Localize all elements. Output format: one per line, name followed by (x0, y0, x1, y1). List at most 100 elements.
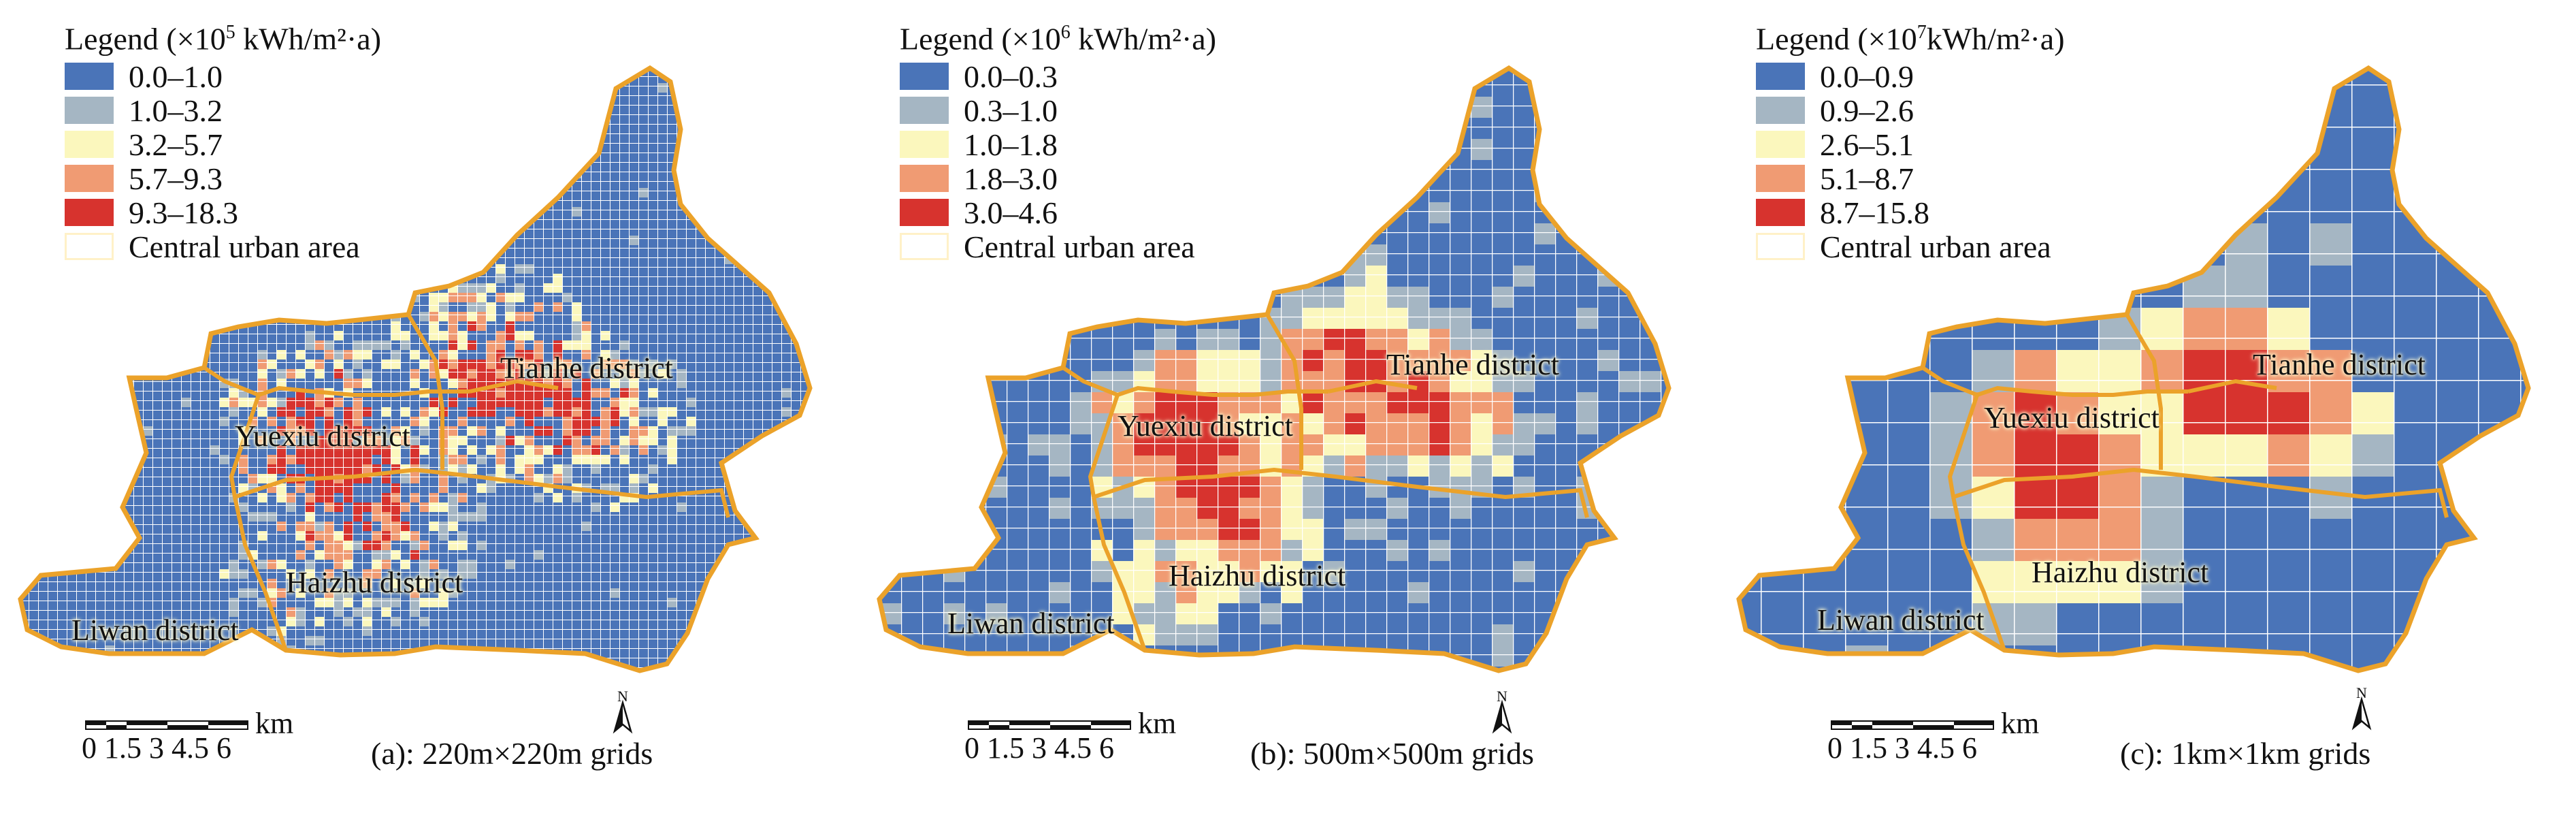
grid-cell (1640, 139, 1661, 160)
legend-swatch (65, 63, 114, 91)
district-boundary-line (1328, 379, 1418, 394)
map-b-svg (877, 65, 1713, 673)
north-arrow-icon (2351, 696, 2372, 731)
grid-cell (1175, 266, 1196, 287)
district-boundary-line (1088, 394, 1120, 498)
grid-cell (879, 540, 880, 561)
map-panel-b: Legend (×106 kWh/m²·a) 0.0–0.3 0.3–1.0 1… (859, 0, 1713, 815)
north-label: N (1497, 688, 1507, 705)
grid-cell (143, 350, 152, 359)
legend-b-title: Legend (×106 kWh/m²·a) (900, 21, 1217, 57)
grid-cell (114, 407, 124, 417)
scale-bar-a: km 0 1.5 3 4.5 6 (82, 707, 293, 765)
grid-cell (734, 178, 743, 188)
north-label: N (2356, 684, 2367, 701)
grid-cell (1597, 624, 1618, 645)
grid-cell (1661, 308, 1669, 329)
grid-cell (1555, 624, 1576, 645)
map-a-central-urban-boundary (18, 65, 813, 673)
grid-cell (743, 159, 753, 169)
scale-ticks: 0 1.5 3 4.5 6 (82, 731, 231, 765)
grid-cell (172, 655, 181, 665)
legend-swatch (65, 165, 114, 193)
map-panel-a: Legend (×105 kWh/m²·a) 0.0–1.0 1.0–3.2 3… (0, 0, 854, 815)
grid-cell (1597, 160, 1618, 181)
grid-cell (1703, 645, 1713, 667)
grid-cell (880, 68, 901, 76)
legend-b-item: 0.3–1.0 (900, 93, 1216, 128)
grid-cell (901, 371, 922, 392)
grid-cell (1845, 308, 1887, 350)
grid-cell (1365, 139, 1386, 160)
grid-cell (1386, 160, 1407, 181)
legend-swatch (900, 199, 949, 227)
legend-c-item: 5.1–8.7 (1756, 161, 2065, 196)
legend-swatch (1756, 97, 1805, 125)
legend-a: Legend (×105 kWh/m²·a) 0.0–1.0 1.0–3.2 3… (65, 12, 381, 264)
grid-cell (1070, 667, 1091, 671)
grid-cell (1597, 97, 1618, 118)
legend-c-title: Legend (×107kWh/m²·a) (1756, 21, 2065, 57)
grid-cell (829, 64, 838, 74)
grid-cell (696, 178, 705, 188)
legend-c-item: 0.9–2.6 (1756, 93, 2065, 128)
legend-swatch (1756, 131, 1805, 159)
grid-cell (1597, 244, 1618, 266)
grid-cell (964, 371, 985, 392)
district-boundary-line (2125, 313, 2163, 470)
grid-cell (1323, 139, 1344, 160)
grid-cell (1661, 582, 1669, 603)
scale-ticks: 0 1.5 3 4.5 6 (1827, 731, 1977, 765)
grid-cell (1555, 202, 1576, 223)
grid-cell (922, 413, 943, 434)
label-liwan: Liwan district (947, 607, 1115, 640)
legend-swatch (900, 97, 949, 125)
scale-unit: km (255, 707, 294, 740)
grid-cell (0, 245, 10, 255)
map-c-central-urban-boundary (1736, 65, 2531, 673)
grid-cell (476, 674, 486, 684)
grid-cell (1112, 266, 1133, 287)
district-boundary-line (203, 366, 470, 398)
label-tianhe: Tianhe district (2253, 348, 2426, 381)
scale-ticks: 0 1.5 3 4.5 6 (964, 731, 1114, 765)
grid-cell (476, 140, 486, 150)
legend-swatch (65, 199, 114, 227)
grid-cell (1739, 97, 1761, 139)
scale-bar-graphic (85, 720, 248, 730)
district-boundary-line (2187, 379, 2277, 394)
district-boundary-line (1947, 394, 1979, 498)
district-boundary-line (1092, 496, 1147, 651)
legend-a-item: 3.2–5.7 (65, 127, 381, 162)
grid-cell (438, 188, 448, 197)
label-tianhe: Tianhe district (1386, 348, 1559, 381)
grid-cell (901, 308, 922, 329)
scale-bar-c: km 0 1.5 3 4.5 6 (1827, 707, 2039, 765)
legend-c: Legend (×107kWh/m²·a) 0.0–0.9 0.9–2.6 2.… (1756, 12, 2065, 264)
label-yuexiu: Yuexiu district (235, 419, 410, 453)
legend-swatch-outline (900, 233, 949, 261)
legend-c-item: 2.6–5.1 (1756, 127, 2065, 162)
legend-swatch (65, 131, 114, 159)
grid-cell (922, 667, 943, 671)
label-yuexiu: Yuexiu district (1118, 409, 1293, 443)
legend-b-item: 1.8–3.0 (900, 161, 1216, 196)
label-liwan: Liwan district (1817, 603, 1985, 637)
grid-cell (1091, 645, 1112, 667)
grid-cell (1597, 76, 1618, 97)
grid-cell (2436, 97, 2478, 139)
label-haizhu: Haizhu district (286, 566, 463, 599)
scale-bar-graphic (968, 720, 1131, 730)
district-boundary-line (406, 313, 444, 470)
grid-cell (2478, 519, 2520, 561)
legend-swatch (1756, 63, 1805, 91)
grid-cell (29, 388, 38, 398)
district-boundary-line (1921, 366, 2188, 398)
legend-swatch (900, 165, 949, 193)
grid-cell (48, 68, 57, 74)
district-boundary-line (1953, 467, 2449, 518)
grid-cell (1682, 624, 1703, 645)
grid-cell (20, 302, 29, 312)
label-haizhu: Haizhu district (1169, 559, 1346, 592)
legend-b: Legend (×106 kWh/m²·a) 0.0–0.3 0.3–1.0 1… (900, 12, 1217, 264)
